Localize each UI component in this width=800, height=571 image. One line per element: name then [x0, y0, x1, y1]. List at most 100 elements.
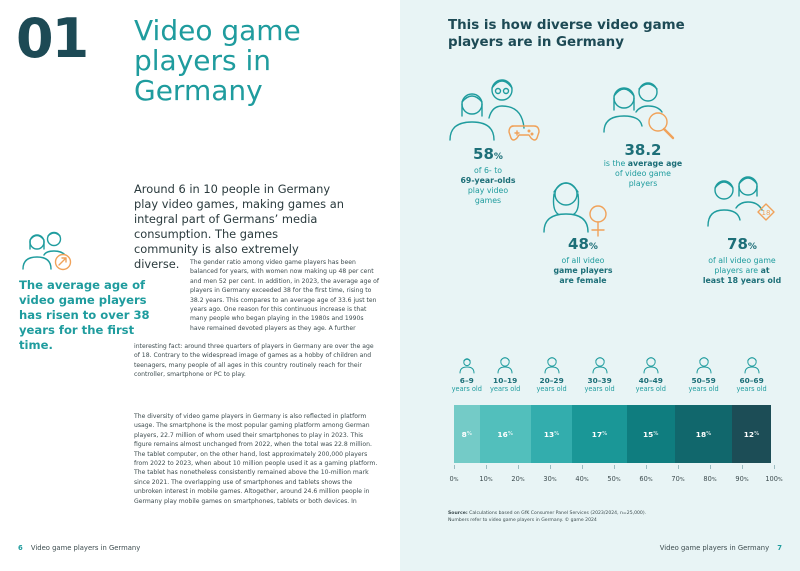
- bar-segment-label: 12: [743, 429, 755, 439]
- people-trending-up-icon: [22, 231, 72, 271]
- age-group-label: years old: [451, 385, 482, 393]
- age-group-30–39: 30–39 years old: [580, 356, 620, 393]
- x-axis-tick-label: 30%: [543, 475, 557, 483]
- x-axis-tick: [582, 465, 583, 469]
- age-group-6–9: 6–9 years old: [447, 356, 487, 393]
- bar-segment-label: 15: [643, 429, 654, 439]
- age-group-range: 6–9: [459, 376, 474, 385]
- x-axis-tick: [614, 465, 615, 469]
- x-axis-tick-label: 10%: [479, 475, 493, 483]
- page-number-left: 6: [18, 544, 23, 552]
- footer-left: 6 Video game players in Germany: [18, 544, 140, 552]
- bar-segment-label: 18: [695, 429, 707, 439]
- woman-female-symbol-icon: [543, 182, 607, 237]
- x-axis-tick: [518, 465, 519, 469]
- bar-segment-label: 16: [497, 429, 508, 439]
- pull-quote: The average age of video game players ha…: [19, 278, 150, 352]
- x-axis-tick: [646, 465, 647, 469]
- x-axis-tick-label: 80%: [703, 475, 717, 483]
- teen-icon: [497, 357, 513, 374]
- intro-paragraph: Around 6 in 10 people in Germany play vi…: [134, 182, 344, 271]
- stat-play-share: 58% of 6- to 69-year-olds play video gam…: [448, 146, 528, 206]
- stat-play-share-value: 58%: [473, 145, 503, 163]
- stat-adult-share-value: 78%: [727, 235, 757, 253]
- chapter-title: Video game players in Germany: [134, 14, 301, 107]
- bar-segment-30–39: 17%: [572, 405, 627, 463]
- chapter-number: 01: [16, 7, 89, 70]
- bar-segment-60–69: 12%: [732, 405, 771, 463]
- bar-segment-label: 17: [591, 429, 603, 439]
- right-page: This is how diverse video game players a…: [400, 0, 800, 571]
- stat-average-age: 38.2 is the average age of video game pl…: [593, 142, 693, 189]
- age-group-label: years old: [736, 385, 767, 393]
- age-group-range: 40–49: [638, 376, 663, 385]
- bar-segment-label: 8: [461, 429, 467, 439]
- age-group-range: 30–39: [587, 376, 612, 385]
- stat-female-share-text: of all video game players are female: [553, 256, 613, 285]
- young-adult-icon: [544, 357, 560, 374]
- adult-man-icon: [643, 357, 659, 374]
- age-group-range: 20–29: [539, 376, 564, 385]
- x-axis-tick: [774, 465, 775, 469]
- bar-segment-6–9: 8%: [454, 405, 480, 463]
- x-axis-tick-label: 60%: [639, 475, 653, 483]
- x-axis-tick: [742, 465, 743, 469]
- body-paragraph-1-bottom: interesting fact: around three quarters …: [134, 343, 374, 379]
- x-axis-tick: [454, 465, 455, 469]
- age-group-label: years old: [536, 385, 567, 393]
- age-group-label: years old: [688, 385, 719, 393]
- couple-magnifier-icon: [603, 82, 675, 140]
- x-axis-tick: [678, 465, 679, 469]
- age-group-20–29: 20–29 years old: [532, 356, 572, 393]
- age-group-label: years old: [490, 385, 521, 393]
- middle-aged-man-icon: [696, 357, 712, 374]
- age-distribution-bar: 8% 16% 13% 17% 15% 18% 12%: [454, 405, 774, 463]
- svg-text:18: 18: [762, 209, 771, 217]
- age-group-60–69: 60–69 years old: [732, 356, 772, 393]
- bar-segment-10–19: 16%: [479, 405, 531, 463]
- body-paragraph-2: The diversity of video game players in G…: [134, 413, 378, 505]
- x-axis-tick-label: 40%: [575, 475, 589, 483]
- couple-age-18-icon: 18: [707, 176, 775, 227]
- footer-right: Video game players in Germany 7: [660, 544, 782, 552]
- infographic-heading: This is how diverse video game players a…: [448, 18, 685, 50]
- left-page: 01 Video game players in Germany Around …: [16, 7, 380, 552]
- adult-woman-icon: [592, 357, 608, 374]
- age-group-50–59: 50–59 years old: [684, 356, 724, 393]
- x-axis-tick-label: 0%: [449, 475, 459, 483]
- footer-right-text: Video game players in Germany: [659, 544, 770, 552]
- page-number-right: 7: [777, 544, 782, 552]
- age-group-range: 60–69: [739, 376, 764, 385]
- stat-play-share-text: of 6- to 69-year-olds play video games: [460, 166, 516, 205]
- age-group-label: years old: [635, 385, 666, 393]
- bar-segment-40–49: 15%: [626, 405, 675, 463]
- x-axis-tick-label: 50%: [607, 475, 621, 483]
- bar-segment-label: 13: [543, 429, 555, 439]
- bar-segment-20–29: 13%: [530, 405, 573, 463]
- x-axis-tick-label: 70%: [671, 475, 685, 483]
- stat-female-share: 48% of all video game players are female: [538, 236, 628, 286]
- stat-adult-share-text: of all video game players are at least 1…: [702, 256, 782, 285]
- child-icon: [459, 358, 475, 374]
- x-axis-tick: [550, 465, 551, 469]
- x-axis-tick-label: 90%: [735, 475, 749, 483]
- stat-adult-share: 78% of all video game players are at lea…: [690, 236, 794, 286]
- bar-segment-50–59: 18%: [674, 405, 733, 463]
- age-group-label: years old: [584, 385, 615, 393]
- age-group-range: 10–19: [493, 376, 518, 385]
- family-gamepad-icon: [449, 79, 540, 141]
- senior-woman-icon: [744, 357, 760, 374]
- x-axis-tick-label: 100%: [765, 475, 783, 483]
- age-group-10–19: 10–19 years old: [485, 356, 525, 393]
- stat-average-age-text: is the average age of video game players: [603, 159, 683, 188]
- footer-left-text: Video game players in Germany: [30, 544, 141, 552]
- x-axis: 0% 10% 20% 30% 40% 50% 60% 70% 80% 90% 100%: [450, 465, 783, 485]
- age-group-range: 50–59: [691, 376, 716, 385]
- stat-female-share-value: 48%: [568, 235, 598, 253]
- stat-average-age-value: 38.2: [624, 141, 662, 159]
- x-axis-tick: [710, 465, 711, 469]
- body-paragraph-1-top: The gender ratio among video game player…: [190, 259, 380, 332]
- x-axis-tick-label: 20%: [511, 475, 525, 483]
- age-group-40–49: 40–49 years old: [631, 356, 671, 393]
- source-note: Source: Calculations based on GfK Consum…: [448, 511, 647, 523]
